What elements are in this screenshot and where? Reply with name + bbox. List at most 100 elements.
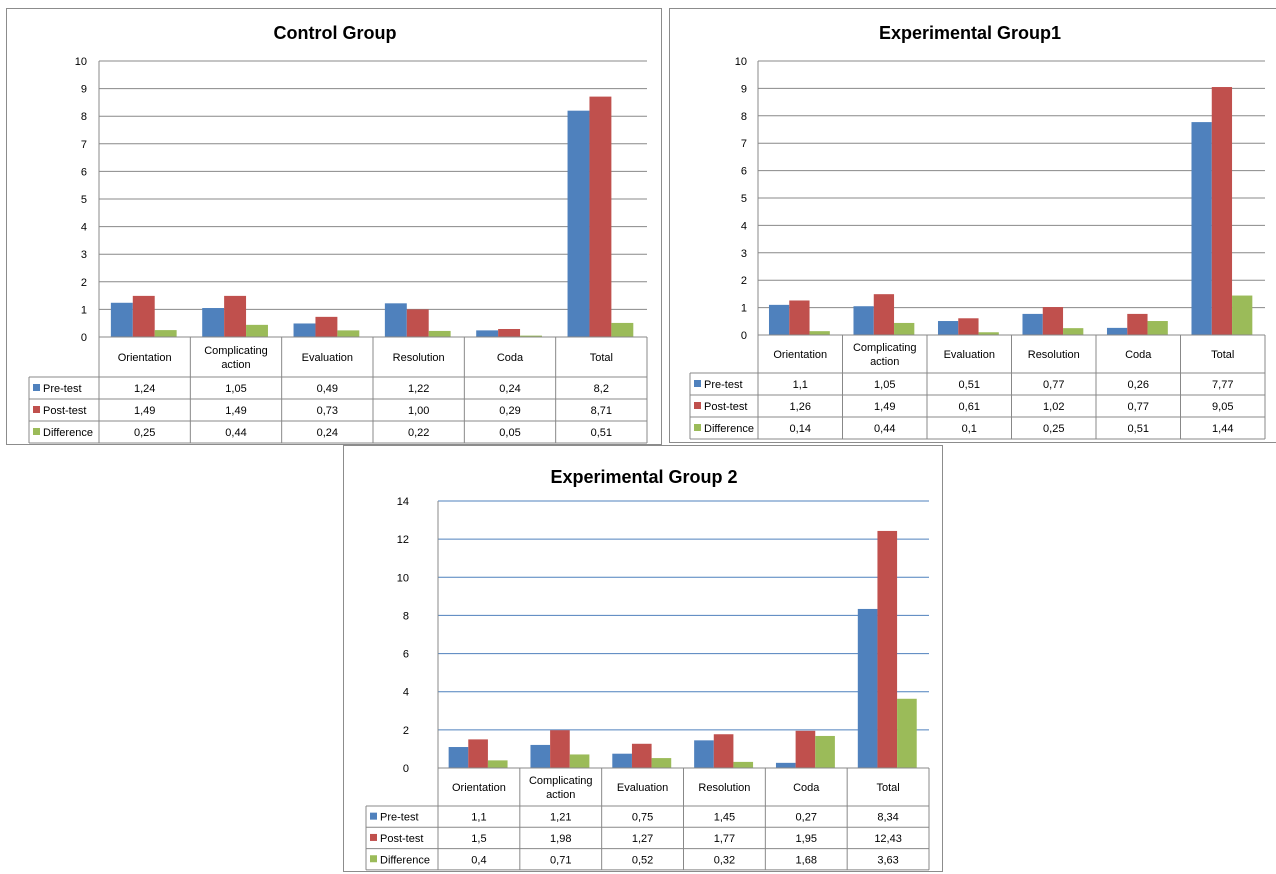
bar (877, 530, 898, 768)
category-label: Orientation (773, 349, 827, 361)
category-label: action (870, 356, 899, 368)
bar (1232, 295, 1253, 335)
data-label: 0,52 (632, 854, 653, 866)
category-label: Complicating (204, 345, 268, 357)
data-label: 3,63 (877, 854, 898, 866)
bar (775, 762, 796, 768)
bar (789, 300, 810, 335)
bar (530, 744, 551, 768)
data-label: 0,24 (499, 383, 520, 395)
bar (857, 608, 878, 768)
bar (567, 110, 590, 338)
legend-key (370, 855, 377, 863)
y-tick-label: 7 (81, 139, 87, 151)
bar (1063, 328, 1084, 335)
data-label: 0,4 (471, 854, 486, 866)
bar (468, 739, 488, 768)
data-label: 7,77 (1212, 379, 1233, 391)
data-label: 0,51 (591, 427, 612, 439)
bar (853, 306, 874, 335)
bar (550, 730, 570, 768)
data-label: 0,26 (1128, 379, 1149, 391)
bar (154, 330, 177, 337)
bar (202, 308, 225, 337)
data-label: 0,75 (632, 812, 653, 824)
category-label: Resolution (1028, 349, 1080, 361)
data-label: 1,49 (874, 401, 895, 413)
data-label: 1,98 (550, 833, 571, 845)
data-label: 1,21 (550, 812, 571, 824)
data-label: 1,05 (225, 383, 246, 395)
data-label: 1,49 (225, 405, 246, 417)
y-tick-label: 0 (81, 332, 87, 344)
category-label: Resolution (698, 782, 750, 794)
data-label: 0,77 (1043, 379, 1064, 391)
y-tick-label: 2 (403, 725, 409, 737)
category-label: Total (1211, 349, 1234, 361)
y-tick-label: 9 (81, 84, 87, 96)
data-label: 1,02 (1043, 401, 1064, 413)
bar (612, 753, 632, 768)
data-label: 1,00 (408, 405, 429, 417)
bar (897, 698, 917, 768)
data-label: 1,5 (471, 833, 486, 845)
data-label: 1,27 (632, 833, 653, 845)
y-tick-label: 8 (403, 610, 409, 622)
data-label: 0,1 (962, 423, 977, 435)
y-tick-label: 5 (741, 193, 747, 205)
bar (1147, 321, 1168, 335)
bar (246, 324, 268, 337)
series-name: Pre-test (43, 383, 82, 395)
y-tick-label: 6 (403, 649, 409, 661)
bar (795, 730, 816, 768)
y-tick-label: 10 (397, 572, 409, 584)
experimental-group1-chart: Experimental Group1 0 1 2 3 4 5 6 7 8 9 10 Orientati… (689, 23, 1266, 440)
experimental-group2-chart: Experimental Group 2 0 2 4 6 8 10 12 14 Orientati… (365, 467, 930, 871)
series-name: Difference (704, 423, 754, 435)
bar (958, 318, 979, 335)
data-label: 1,26 (790, 401, 811, 413)
legend-key (694, 424, 701, 431)
data-label: 0,61 (959, 401, 980, 413)
y-tick-label: 3 (81, 249, 87, 261)
y-tick-label: 0 (741, 330, 747, 342)
y-tick-label: 5 (81, 194, 87, 206)
bar (337, 330, 360, 337)
category-label: Evaluation (302, 352, 353, 364)
legend-key (33, 384, 40, 391)
y-tick-label: 4 (81, 222, 87, 234)
bar (448, 747, 469, 768)
bar (520, 335, 542, 337)
chart-title: Experimental Group 2 (550, 467, 737, 487)
y-tick-label: 2 (81, 277, 87, 289)
legend-key (33, 428, 40, 435)
category-label: Resolution (393, 352, 445, 364)
y-tick-label: 6 (741, 166, 747, 178)
data-label: 1,1 (471, 812, 486, 824)
data-label: 1,45 (714, 812, 735, 824)
chart-panel-experimental-group1: Experimental Group1 0 1 2 3 4 5 6 7 8 9 10 Orientati… (669, 8, 1276, 443)
series-name: Pre-test (704, 379, 743, 391)
data-label: 12,43 (874, 833, 902, 845)
bar (733, 761, 754, 768)
bar (1211, 87, 1233, 335)
bar (815, 735, 835, 768)
bar (428, 330, 451, 337)
category-label: Evaluation (617, 782, 668, 794)
data-label: 0,51 (959, 379, 980, 391)
category-label: Orientation (452, 782, 506, 794)
bar (809, 331, 830, 335)
bar (768, 304, 790, 335)
category-label: Coda (793, 782, 820, 794)
bar (713, 734, 734, 768)
bar (694, 740, 714, 768)
series-name: Post-test (380, 833, 423, 845)
y-tick-label: 7 (741, 138, 747, 150)
data-label: 0,73 (317, 405, 338, 417)
y-tick-label: 6 (81, 166, 87, 178)
bar (224, 295, 247, 337)
data-label: 0,44 (225, 427, 246, 439)
chart-panel-experimental-group2: Experimental Group 2 0 2 4 6 8 10 12 14 Orientati… (343, 445, 943, 872)
data-label: 0,14 (790, 423, 811, 435)
data-label: 0,77 (1128, 401, 1149, 413)
